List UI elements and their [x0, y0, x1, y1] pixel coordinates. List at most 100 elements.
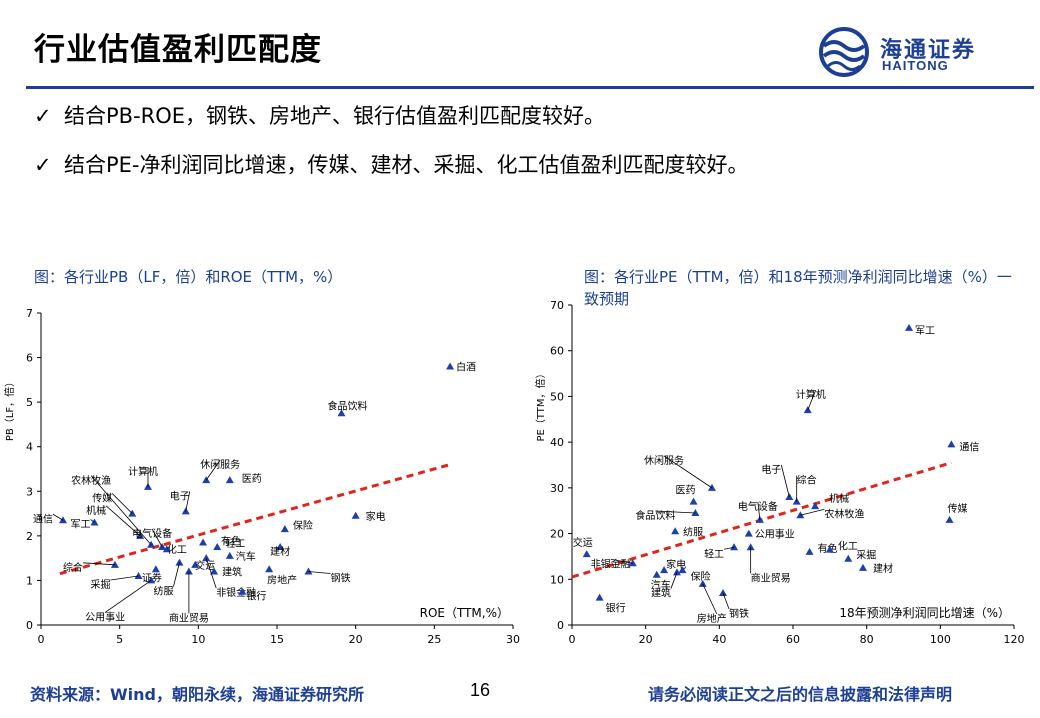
label-leader-line [185, 491, 191, 512]
bullet-2-text: 结合PE-净利润同比增速，传媒、建材、采掘、化工估值盈利匹配度较好。 [64, 153, 749, 177]
label-leader-line [111, 493, 133, 514]
y-tick-label: 30 [550, 482, 564, 495]
x-tick-label: 20 [349, 633, 363, 646]
label-leader-line [105, 505, 141, 537]
data-point [652, 570, 661, 578]
data-point [151, 565, 160, 573]
header-divider [26, 86, 1034, 89]
data-point [628, 559, 637, 567]
label-leader-line [90, 475, 152, 546]
y-tick-label: 1 [26, 574, 33, 587]
y-tick-label: 2 [26, 530, 33, 543]
page-title: 行业估值盈利匹配度 [34, 32, 322, 68]
checkmark-icon: ✓ [34, 104, 52, 128]
y-tick-label: 0 [557, 619, 564, 632]
y-axis-label: PE（TTM，倍） [534, 368, 547, 441]
logo-text-cn: 海通证券 [880, 37, 977, 63]
data-point [210, 567, 219, 575]
data-point [660, 566, 669, 574]
data-point [446, 362, 455, 370]
data-point-label: 化工 [167, 543, 187, 556]
label-leader-line [173, 562, 180, 587]
label-leader-line [807, 389, 817, 411]
y-tick-label: 50 [550, 390, 564, 403]
label-leader-line [757, 501, 761, 520]
data-point-label: 建材 [873, 562, 893, 575]
data-point-label: 非银金融 [591, 557, 631, 570]
data-point-label: 保险 [293, 519, 313, 532]
logo-text-en: HAITONG [882, 58, 949, 73]
data-point-label: 商业贸易 [751, 571, 791, 584]
x-tick-label: 15 [270, 633, 284, 646]
data-point-label: 有色 [818, 542, 838, 555]
label-leader-line [110, 575, 139, 581]
data-point [811, 502, 820, 510]
data-point-label: 银行 [246, 590, 266, 603]
data-point-label: 休闲服务 [644, 454, 684, 467]
data-point [202, 554, 211, 562]
data-point-label: 采掘 [91, 578, 111, 591]
data-point [276, 543, 285, 550]
data-point-label: 军工 [915, 325, 935, 337]
data-point [162, 545, 171, 553]
data-point [225, 476, 234, 484]
y-axis-label: PB（LF，倍） [3, 377, 16, 441]
data-point [858, 563, 867, 571]
data-point-label: 军工 [70, 518, 90, 530]
footer-disclaimer: 请务必阅读正文之后的信息披露和法律声明 [648, 685, 953, 704]
label-leader-line [308, 571, 331, 574]
label-leader-line [670, 572, 678, 589]
data-point-label: 电子 [761, 463, 781, 476]
y-tick-label: 40 [550, 436, 564, 449]
data-point-label: 建材 [270, 545, 290, 558]
label-leader-line [205, 459, 221, 481]
data-point-label: 汽车 [651, 579, 671, 592]
data-point [184, 567, 193, 575]
label-leader-line [52, 513, 64, 521]
chart-2-caption: 图：各行业PE（TTM，倍）和18年预测净利润同比增速（%）一致预期 [584, 268, 1012, 308]
x-tick-label: 100 [930, 633, 951, 646]
checkmark-icon: ✓ [34, 153, 52, 177]
data-point [238, 587, 247, 595]
data-point-label: 建筑 [651, 586, 671, 599]
y-tick-label: 5 [26, 396, 33, 409]
y-tick-label: 0 [26, 619, 33, 632]
data-point [175, 558, 184, 566]
label-leader-line [82, 562, 115, 566]
label-leader-line [702, 583, 718, 615]
data-point [59, 516, 68, 524]
data-point-label: 汽车 [236, 550, 256, 563]
x-tick-label: 120 [1004, 633, 1025, 646]
data-point [199, 538, 208, 546]
data-point [337, 409, 346, 417]
y-tick-label: 3 [26, 485, 33, 498]
data-point-label: 电子 [170, 489, 190, 502]
label-leader-line [655, 510, 696, 514]
label-leader-line [780, 464, 790, 498]
data-point-label: 通信 [959, 441, 979, 453]
data-point [213, 543, 222, 550]
data-point-label: 钢铁 [729, 607, 749, 620]
data-point-label: 综合 [63, 561, 83, 574]
data-point-label: 非银金融 [216, 586, 256, 599]
data-point [678, 566, 687, 574]
data-point-label: 食品饮料 [635, 509, 675, 522]
data-point [744, 529, 753, 537]
y-tick-label: 6 [26, 352, 33, 365]
y-tick-label: 70 [550, 299, 564, 312]
data-point-label: 白酒 [456, 360, 476, 373]
x-tick-label: 0 [38, 633, 45, 646]
x-tick-label: 20 [639, 633, 653, 646]
trendline [59, 463, 451, 576]
data-point-label: 机械 [829, 492, 849, 505]
data-point [595, 593, 604, 601]
data-point-label: 传媒 [948, 503, 968, 515]
y-tick-label: 60 [550, 345, 564, 358]
data-point [844, 554, 853, 562]
chart-pe-growth: 0 10 20 30 40 50 60 70 0 20 40 60 80 100 120 PE（TTM，倍） 1… [534, 299, 1025, 646]
label-leader-line [104, 580, 152, 613]
data-point [304, 567, 313, 575]
data-point-label: 房地产 [267, 573, 297, 586]
label-leader-line [90, 519, 95, 523]
chart-1-caption: 图：各行业PB（LF，倍）和ROE（TTM，%） [34, 268, 343, 286]
